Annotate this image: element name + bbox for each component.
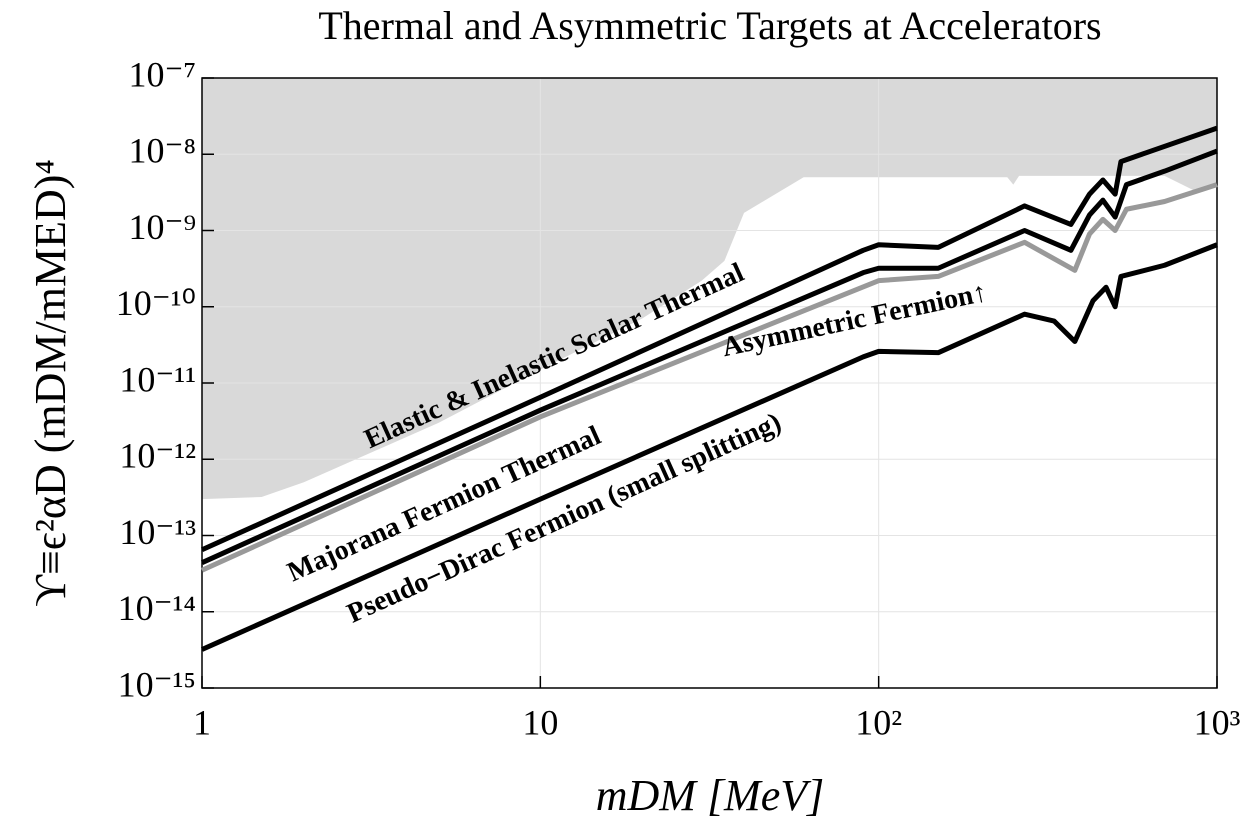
chart-title: Thermal and Asymmetric Targets at Accele… — [318, 3, 1101, 48]
series-line — [200, 125, 1218, 553]
series-line — [200, 182, 1218, 573]
y-tick-label: 10⁻⁷ — [128, 54, 196, 94]
x-tick-label: 10 — [522, 702, 558, 742]
y-tick-label: 10⁻¹⁰ — [116, 283, 196, 323]
x-axis-label: mDM [MeV] — [596, 771, 825, 820]
y-tick-label: 10⁻¹⁵ — [118, 664, 196, 704]
excluded-region — [202, 78, 1217, 500]
y-tick-label: 10⁻¹³ — [119, 512, 196, 552]
y-tick-label: 10⁻¹¹ — [119, 359, 196, 399]
x-tick-label: 10² — [855, 702, 902, 742]
y-tick-label: 10⁻¹² — [119, 436, 196, 476]
plot-frame — [201, 77, 1218, 689]
x-tick-label: 10³ — [1194, 702, 1241, 742]
y-tick-label: 10⁻⁹ — [128, 207, 196, 247]
y-tick-label: 10⁻¹⁴ — [118, 588, 196, 628]
series-line — [200, 148, 1218, 565]
y-tick-label: 10⁻⁸ — [128, 131, 196, 171]
x-tick-label: 1 — [193, 702, 211, 742]
series-line — [200, 242, 1218, 652]
y-axis-label: ϒ≡ϵ²αD (mDM/mMED)⁴ — [26, 159, 75, 606]
